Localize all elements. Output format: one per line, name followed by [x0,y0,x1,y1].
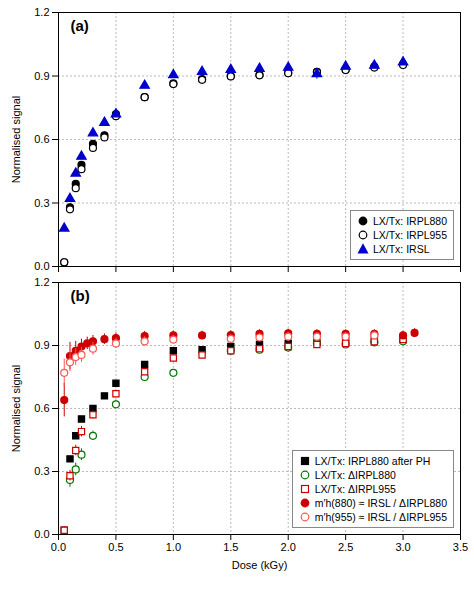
html-text:m′h(880) ≈ IRSL / ΔIRPL880: m′h(880) ≈ IRSL / ΔIRPL880 [314,497,447,509]
svg-text:0.3: 0.3 [34,465,49,477]
svg-text:3.0: 3.0 [395,541,410,553]
svg-text:0.6: 0.6 [34,133,49,145]
svg-text:0.6: 0.6 [34,402,49,414]
svg-text:Normalised signal: Normalised signal [10,365,22,452]
svg-text:0.5: 0.5 [108,541,123,553]
svg-text:2.0: 2.0 [281,541,296,553]
svg-text:0.9: 0.9 [34,70,49,82]
html-text:LX/Tx: ΔIRPL955: LX/Tx: ΔIRPL955 [314,483,396,495]
svg-text:(a): (a) [71,17,89,34]
svg-text:0.0: 0.0 [51,541,66,553]
svg-text:(b): (b) [71,287,90,304]
html-text:LX/Tx: IRPL880: LX/Tx: IRPL880 [372,215,447,227]
svg-text:1.2: 1.2 [34,6,49,18]
svg-text:0.3: 0.3 [34,197,49,209]
html-text:LX/Tx: ΔIRPL880: LX/Tx: ΔIRPL880 [314,469,396,481]
svg-text:1.2: 1.2 [34,276,49,288]
svg-text:Dose (kGy): Dose (kGy) [232,559,288,571]
svg-text:0.0: 0.0 [34,528,49,540]
html-text:LX/Tx: IRSL: LX/Tx: IRSL [372,243,430,255]
svg-text:2.5: 2.5 [338,541,353,553]
svg-text:0.9: 0.9 [34,339,49,351]
svg-text:Normalised signal: Normalised signal [10,96,22,183]
html-text:LX/Tx: IRPL880 after PH: LX/Tx: IRPL880 after PH [314,455,431,467]
svg-text:3.5: 3.5 [453,541,468,553]
svg-text:1.5: 1.5 [223,541,238,553]
html-text:LX/Tx: IRPL955: LX/Tx: IRPL955 [372,229,447,241]
html-text:m′h(955) ≈ IRSL / ΔIRPL955: m′h(955) ≈ IRSL / ΔIRPL955 [314,511,447,523]
svg-text:1.0: 1.0 [166,541,181,553]
svg-text:0.0: 0.0 [34,260,49,272]
